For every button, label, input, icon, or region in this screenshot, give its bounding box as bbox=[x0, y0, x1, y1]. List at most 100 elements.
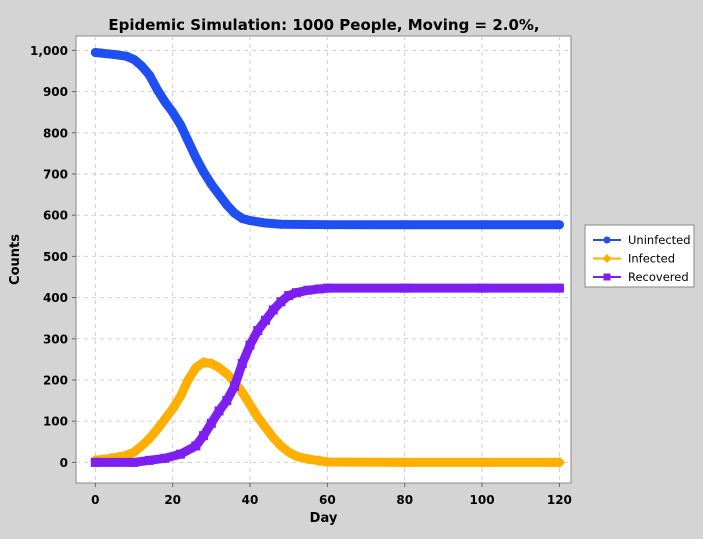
axes-layer: 0 100 200 300 400 500 600 700 800 900 1,000 0 20 40 60… bbox=[30, 44, 572, 507]
data-point-recovered bbox=[276, 297, 286, 307]
data-point-recovered bbox=[284, 291, 294, 301]
data-point-recovered bbox=[260, 315, 270, 325]
x-tick-label: 20 bbox=[164, 493, 181, 507]
series-uninfected bbox=[90, 47, 564, 230]
data-point-infected bbox=[159, 413, 171, 425]
data-point-uninfected bbox=[183, 136, 193, 146]
data-point-infected bbox=[252, 411, 264, 423]
y-tick-label: 600 bbox=[43, 209, 68, 223]
data-point-recovered bbox=[268, 305, 278, 315]
data-point-recovered bbox=[214, 406, 224, 416]
data-point-uninfected bbox=[137, 61, 147, 71]
data-point-infected bbox=[213, 362, 225, 374]
data-point-uninfected bbox=[160, 97, 170, 107]
data-point-uninfected bbox=[129, 54, 139, 64]
data-point-recovered bbox=[144, 455, 154, 465]
legend: Uninfected Infected Recovered bbox=[584, 224, 695, 288]
data-point-recovered bbox=[291, 288, 301, 298]
data-point-infected bbox=[399, 456, 411, 468]
x-tick-label: 80 bbox=[396, 493, 413, 507]
legend-marker-recovered bbox=[603, 273, 611, 281]
data-point-infected bbox=[190, 362, 202, 374]
data-point-infected bbox=[314, 455, 326, 467]
data-point-infected bbox=[205, 358, 217, 370]
y-tick-label: 200 bbox=[43, 374, 68, 388]
data-point-infected bbox=[302, 453, 314, 465]
series-layer bbox=[89, 47, 565, 468]
y-axis-label: Counts bbox=[8, 234, 23, 285]
data-point-uninfected bbox=[144, 70, 154, 80]
legend-marker-uninfected bbox=[603, 236, 611, 244]
data-point-uninfected bbox=[245, 216, 255, 226]
data-point-recovered bbox=[90, 457, 100, 467]
data-point-uninfected bbox=[276, 219, 286, 229]
data-point-infected bbox=[128, 446, 140, 458]
data-point-recovered bbox=[222, 396, 232, 406]
data-point-uninfected bbox=[260, 218, 270, 228]
legend-marker-infected bbox=[602, 254, 612, 263]
data-point-recovered bbox=[230, 381, 240, 391]
data-point-uninfected bbox=[110, 50, 120, 60]
y-tick-label: 500 bbox=[43, 250, 68, 264]
y-tick-label: 400 bbox=[43, 291, 68, 305]
data-point-recovered bbox=[554, 283, 564, 293]
x-tick-label: 40 bbox=[242, 493, 259, 507]
data-point-infected bbox=[476, 456, 488, 468]
plot-area bbox=[75, 35, 572, 484]
data-point-recovered bbox=[206, 418, 216, 428]
data-point-infected bbox=[283, 446, 295, 458]
data-point-recovered bbox=[315, 284, 325, 294]
data-point-uninfected bbox=[237, 214, 247, 224]
data-point-infected bbox=[553, 456, 565, 468]
data-point-infected bbox=[221, 368, 233, 380]
y-tick-label: 300 bbox=[43, 332, 68, 346]
data-point-uninfected bbox=[175, 120, 185, 130]
data-point-uninfected bbox=[222, 200, 232, 210]
data-point-uninfected bbox=[477, 220, 487, 230]
legend-label-recovered: Recovered bbox=[628, 270, 689, 284]
data-point-uninfected bbox=[322, 220, 332, 230]
data-point-infected bbox=[321, 456, 333, 468]
data-point-infected bbox=[275, 440, 287, 452]
data-point-recovered bbox=[175, 449, 185, 459]
series-recovered bbox=[90, 283, 564, 467]
data-point-uninfected bbox=[168, 107, 178, 117]
data-point-infected bbox=[167, 403, 179, 415]
y-tick-label: 900 bbox=[43, 85, 68, 99]
data-point-recovered bbox=[199, 431, 209, 441]
data-point-uninfected bbox=[230, 208, 240, 218]
y-tick-label: 1,000 bbox=[30, 44, 68, 58]
x-tick-label: 0 bbox=[91, 493, 99, 507]
data-point-recovered bbox=[400, 283, 410, 293]
data-point-recovered bbox=[191, 441, 201, 451]
data-point-infected bbox=[198, 356, 210, 368]
data-point-recovered bbox=[245, 340, 255, 350]
data-point-infected bbox=[151, 423, 163, 435]
data-point-uninfected bbox=[121, 51, 131, 61]
data-point-recovered bbox=[477, 283, 487, 293]
x-axis-label: Day bbox=[310, 511, 338, 526]
data-point-uninfected bbox=[152, 85, 162, 95]
x-tick-label: 60 bbox=[319, 493, 336, 507]
data-point-recovered bbox=[253, 326, 263, 336]
data-point-infected bbox=[174, 390, 186, 402]
data-point-recovered bbox=[160, 453, 170, 463]
data-point-infected bbox=[136, 440, 148, 452]
data-point-recovered bbox=[129, 457, 139, 467]
data-point-infected bbox=[267, 432, 279, 444]
data-point-infected bbox=[182, 374, 194, 386]
legend-label-infected: Infected bbox=[628, 252, 675, 266]
data-point-recovered bbox=[322, 283, 332, 293]
y-tick-label: 800 bbox=[43, 126, 68, 140]
data-point-uninfected bbox=[90, 47, 100, 57]
data-point-infected bbox=[236, 386, 248, 398]
legend-label-uninfected: Uninfected bbox=[628, 233, 691, 247]
data-point-infected bbox=[143, 433, 155, 445]
data-point-infected bbox=[244, 399, 256, 411]
data-point-uninfected bbox=[214, 190, 224, 200]
data-point-uninfected bbox=[206, 179, 216, 189]
x-tick-label: 120 bbox=[547, 493, 572, 507]
data-point-infected bbox=[290, 450, 302, 462]
